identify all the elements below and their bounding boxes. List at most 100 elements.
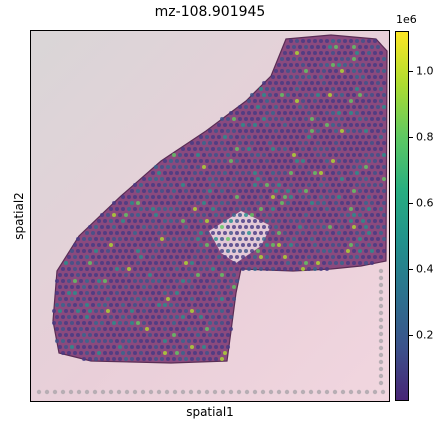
- spot: [286, 93, 290, 97]
- spot: [208, 285, 212, 289]
- spot: [298, 213, 302, 217]
- spot: [217, 171, 221, 175]
- background-spot: [276, 389, 282, 395]
- spot: [235, 243, 239, 247]
- spot: [175, 267, 179, 271]
- spot: [142, 297, 146, 301]
- spot: [382, 117, 386, 121]
- spot: [364, 93, 368, 97]
- spot: [301, 159, 305, 163]
- spot: [136, 249, 140, 253]
- spot: [202, 237, 206, 241]
- spot: [238, 189, 242, 193]
- spot: [163, 159, 167, 163]
- spot: [118, 285, 122, 289]
- spot: [94, 237, 98, 241]
- spot: [106, 213, 110, 217]
- spot: [343, 111, 347, 115]
- spot: [301, 123, 305, 127]
- spot: [256, 141, 260, 145]
- spot: [259, 99, 263, 103]
- spot: [109, 243, 113, 247]
- spot: [178, 273, 182, 277]
- spot: [232, 261, 236, 265]
- spot: [286, 45, 290, 49]
- spot: [169, 171, 173, 175]
- spot: [139, 351, 143, 355]
- spot: [178, 177, 182, 181]
- spot: [199, 279, 203, 283]
- spot: [133, 351, 137, 355]
- spot: [298, 261, 302, 265]
- spot: [220, 297, 224, 301]
- spot: [361, 87, 365, 91]
- spot: [202, 201, 206, 205]
- spot: [223, 291, 227, 295]
- spot: [340, 105, 344, 109]
- spot: [160, 177, 164, 181]
- spot: [169, 207, 173, 211]
- spot: [232, 201, 236, 205]
- spot: [313, 63, 317, 67]
- spot: [340, 45, 344, 49]
- spot: [148, 249, 152, 253]
- spot: [373, 135, 377, 139]
- spot: [370, 153, 374, 157]
- spot: [292, 201, 296, 205]
- spot: [331, 231, 335, 235]
- spot: [154, 225, 158, 229]
- spot: [226, 321, 230, 325]
- spot: [193, 207, 197, 211]
- spot: [202, 321, 206, 325]
- spot: [262, 105, 266, 109]
- spot: [310, 165, 314, 169]
- spot: [352, 165, 356, 169]
- spot: [199, 207, 203, 211]
- spot: [298, 225, 302, 229]
- spot: [304, 237, 308, 241]
- spot: [214, 309, 218, 313]
- spot: [280, 201, 284, 205]
- spot: [196, 285, 200, 289]
- spot: [358, 117, 362, 121]
- spot: [217, 231, 221, 235]
- spot: [139, 255, 143, 259]
- spot: [277, 99, 281, 103]
- spot: [340, 225, 344, 229]
- spot: [160, 237, 164, 241]
- spot: [136, 345, 140, 349]
- spot: [280, 117, 284, 121]
- spot: [295, 159, 299, 163]
- spot: [262, 261, 266, 265]
- spot: [367, 231, 371, 235]
- spot: [205, 231, 209, 235]
- spot: [100, 345, 104, 349]
- spot: [148, 237, 152, 241]
- spot: [79, 351, 83, 355]
- spot: [382, 165, 386, 169]
- spot: [148, 177, 152, 181]
- spot: [115, 291, 119, 295]
- spot: [277, 123, 281, 127]
- spot: [163, 315, 167, 319]
- spot: [382, 141, 386, 145]
- spot: [70, 249, 74, 253]
- spot: [340, 81, 344, 85]
- spot: [313, 159, 317, 163]
- spot: [256, 129, 260, 133]
- spot: [103, 255, 107, 259]
- spot: [208, 129, 212, 133]
- spot: [229, 171, 233, 175]
- spot: [295, 207, 299, 211]
- spot: [334, 249, 338, 253]
- spot: [160, 249, 164, 253]
- background-spot: [140, 389, 146, 395]
- spot: [355, 171, 359, 175]
- spot: [163, 171, 167, 175]
- spot: [289, 99, 293, 103]
- spot: [355, 51, 359, 55]
- spot: [337, 183, 341, 187]
- spot: [232, 237, 236, 241]
- spot: [343, 159, 347, 163]
- spot: [337, 135, 341, 139]
